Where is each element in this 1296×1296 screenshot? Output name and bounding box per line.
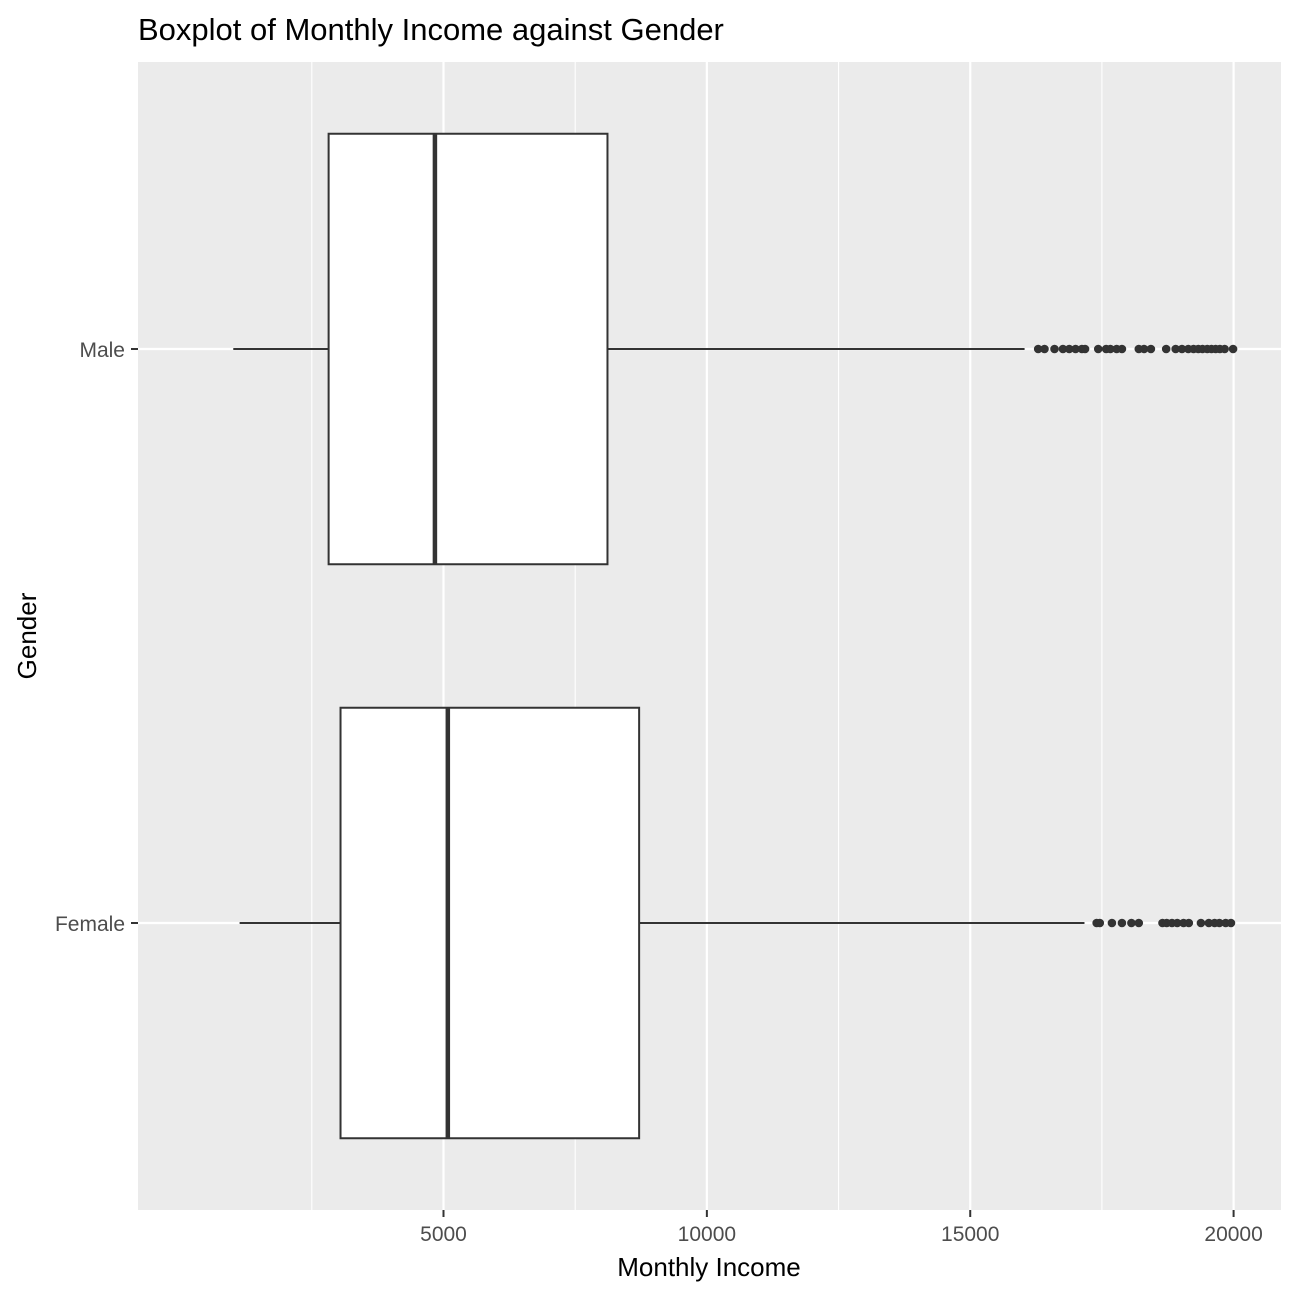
- box: [327, 132, 609, 566]
- outlier-point: [1177, 344, 1187, 354]
- y-axis-title: Gender: [12, 592, 42, 679]
- x-tick-label: 15000: [941, 1223, 999, 1246]
- outlier-point: [1071, 344, 1080, 354]
- box: [339, 706, 641, 1140]
- outlier-point: [1106, 344, 1115, 354]
- outlier-point: [1080, 344, 1090, 354]
- outlier-point: [1050, 344, 1059, 354]
- y-axis: Male Female: [55, 339, 138, 936]
- chart-title: Boxplot of Monthly Income against Gender: [138, 12, 724, 47]
- boxplot-female: [239, 706, 1236, 1140]
- x-axis: 5000 10000 15000 20000: [420, 1210, 1263, 1246]
- outlier-point: [1117, 344, 1127, 354]
- outlier-point: [1134, 918, 1144, 928]
- boxplots: [233, 132, 1238, 1140]
- outlier-point: [1058, 344, 1068, 354]
- outlier-point: [1127, 918, 1136, 928]
- outlier-point: [1064, 344, 1074, 354]
- outlier-point: [1033, 344, 1043, 354]
- y-tick-label: Female: [55, 913, 125, 936]
- outlier-point: [1146, 344, 1156, 354]
- y-tick-label: Male: [79, 339, 125, 362]
- outlier-point: [1161, 344, 1171, 354]
- x-tick-label: 10000: [678, 1223, 736, 1246]
- boxplot-male: [233, 132, 1238, 566]
- outlier-point: [1107, 918, 1117, 928]
- outlier-point: [1184, 918, 1194, 928]
- outlier-point: [1093, 344, 1103, 354]
- outlier-point: [1139, 344, 1149, 354]
- outlier-point: [1172, 918, 1182, 928]
- outlier-point: [1171, 344, 1180, 354]
- outlier-point: [1228, 344, 1238, 354]
- outlier-point: [1220, 344, 1229, 354]
- plot-panel: [138, 62, 1281, 1210]
- x-axis-title: Monthly Income: [617, 1252, 801, 1282]
- outlier-point: [1196, 918, 1206, 928]
- outlier-point: [1117, 918, 1127, 928]
- outlier-point: [1226, 918, 1236, 928]
- x-tick-label: 5000: [420, 1223, 467, 1246]
- outlier-point: [1040, 344, 1049, 354]
- outlier-point: [1095, 918, 1105, 928]
- x-tick-label: 20000: [1204, 1223, 1262, 1246]
- outlier-point: [1215, 918, 1224, 928]
